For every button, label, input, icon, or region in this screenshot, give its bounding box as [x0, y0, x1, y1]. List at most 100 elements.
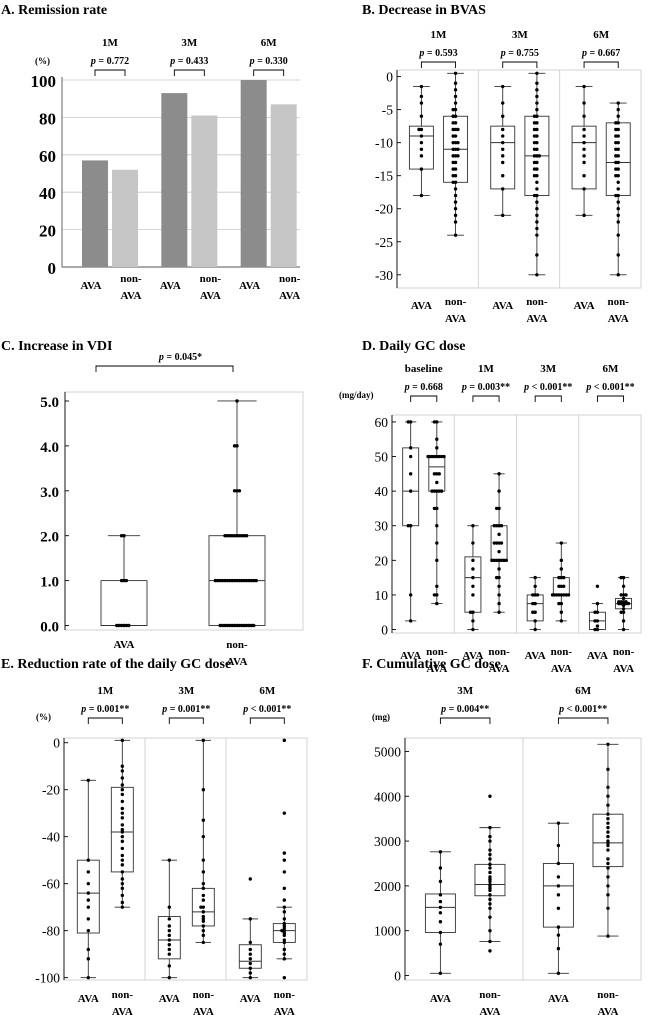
panel-d-box-non-ava-3M-point	[557, 575, 561, 580]
panel-e-box-ava-6M-point	[248, 961, 252, 966]
panel-d-group-label: 1M	[478, 363, 495, 375]
panel-d-box-non-ava-1M-point	[497, 541, 501, 545]
panel-d-box-non-ava-baseline-point	[432, 454, 437, 459]
panel-e-box-non-ava-3M-point	[201, 881, 206, 886]
panel-f-box-non-ava-6M-point	[606, 825, 610, 830]
panel-b-box-non-ava-3M-point	[535, 101, 539, 105]
panel-c-tick-label: 2.0	[40, 530, 59, 546]
panel-b-title: B. Decrease in BVAS	[362, 3, 486, 18]
panel-d-box-non-ava-baseline-point	[435, 584, 439, 588]
panel-e-tick-label: -60	[42, 877, 60, 892]
panel-c-box-non-ava-point	[218, 578, 222, 583]
panel-d-x-label-ava: AVA	[587, 650, 608, 662]
panel-b-box-non-ava-1M-point	[453, 173, 458, 178]
panel-f-box-non-ava-6M-point	[606, 803, 610, 807]
panel-f-box-ava-6M-point	[556, 884, 561, 888]
panel-b-box-non-ava-1M-point	[451, 173, 455, 178]
panel-d-box-ava-6M-point	[595, 627, 600, 632]
panel-c-box-non-ava-point	[232, 444, 237, 448]
panel-e-box-non-ava-1M-point	[120, 839, 125, 844]
panel-b-x-label-ava: AVA	[574, 300, 595, 312]
panel-b-x-label-non-ava-2: AVA	[445, 313, 466, 325]
panel-c-box-non-ava-point	[235, 533, 239, 538]
panel-c-box-ava-point	[124, 578, 129, 583]
panel-d-box-non-ava-3M-point	[557, 593, 561, 597]
panel-d-tick-label: 60	[375, 415, 389, 430]
panel-d-box-non-ava-1M-point	[497, 472, 501, 476]
panel-b-box-non-ava-3M-point	[535, 140, 539, 145]
panel-d-box-ava-1M-point	[471, 558, 475, 563]
panel-b-box-non-ava-3M-point	[535, 81, 539, 85]
panel-b-box-non-ava-3M-point	[535, 273, 539, 277]
panel-b-x-label-ava: AVA	[492, 300, 513, 312]
panel-e-box-ava-6M-point	[248, 957, 252, 961]
panel-d-box-non-ava-3M-point	[550, 593, 555, 597]
panel-c-box-non-ava-point	[213, 578, 218, 583]
panel-c-box-non-ava-point	[244, 533, 249, 538]
panel-b-box-ava-1M-point	[419, 167, 424, 171]
panel-a-group-label: 1M	[102, 37, 119, 49]
panel-f-box-non-ava-6M-point	[606, 875, 610, 879]
panel-d-box-non-ava-6M-point	[621, 610, 626, 614]
panel-f-tick-label: 1000	[374, 924, 401, 939]
panel-b-box-non-ava-3M-point	[532, 167, 537, 171]
panel-e-box-non-ava-6M-point	[282, 924, 287, 928]
panel-e-box-non-ava-1M-point	[120, 881, 125, 886]
panel-d-box-ava-baseline-point	[408, 524, 413, 528]
panel-d-box-non-ava-baseline-point	[430, 454, 434, 459]
panel-d-p-value: p < 0.001**	[585, 382, 634, 393]
panel-b-box-non-ava-6M-point	[614, 173, 618, 178]
panel-d-box-ava-1M-point	[471, 610, 475, 614]
panel-f-box-non-ava-6M-point	[606, 866, 610, 870]
panel-e-x-label-non-ava-1: non-	[274, 989, 296, 1001]
panel-d-tick-label: 30	[375, 519, 389, 534]
panel-e-box-ava-1M-point	[86, 905, 91, 909]
panel-b-p-value: p = 0.755	[500, 48, 539, 59]
panel-e-box-ava-3M-point	[167, 917, 171, 921]
panel-d-box-non-ava-baseline-point	[432, 506, 437, 511]
panel-d-box-ava-1M-point	[471, 627, 475, 632]
panel-b-box-non-ava-3M-point	[532, 193, 537, 198]
panel-a-tick-label: 40	[39, 184, 56, 203]
panel-c-box-non-ava-point	[216, 578, 220, 583]
panel-d-box-non-ava-6M-point	[624, 600, 628, 604]
panel-a-x-label-non-ava-2: AVA	[200, 290, 221, 302]
panel-d-box-non-ava-1M-point	[492, 558, 496, 563]
panel-c-box-ava-point	[122, 533, 126, 538]
panel-b-box-non-ava-6M-point	[616, 160, 620, 165]
panel-e-box-non-ava-6M-point	[282, 938, 287, 942]
panel-d-box-non-ava-1M-point	[499, 558, 504, 563]
panel-c-box-non-ava-point	[232, 578, 237, 583]
panel-b-box-ava-3M-point	[501, 154, 505, 158]
panel-c-box-ava-point	[119, 578, 124, 583]
panel-e-box-non-ava-3M-point	[201, 870, 206, 874]
panel-e-box-non-ava-1M-point	[120, 806, 125, 811]
panel-e-box-non-ava-6M-point	[282, 910, 287, 914]
panel-d-box-ava-1M-point	[471, 584, 475, 588]
panel-b-box-ava-3M-point	[501, 213, 505, 218]
panel-d-box-ava-3M-point	[531, 610, 535, 614]
panel-b-box-non-ava-6M-point	[616, 167, 620, 171]
panel-b-box-ava-1M-point	[417, 127, 421, 132]
panel-d-x-label-ava: AVA	[525, 650, 546, 662]
panel-b-box-ava-6M-point	[582, 140, 586, 145]
panel-d-bracket	[534, 395, 562, 402]
panel-e-box-ava-6M-point	[248, 877, 252, 881]
panel-d-x-label-ava: AVA	[462, 650, 483, 662]
panel-b-box-non-ava-3M-point	[535, 180, 539, 185]
panel-d-title: D. Daily GC dose	[362, 339, 465, 354]
panel-e-p-value: p < 0.001**	[242, 704, 291, 715]
panel-c-box-non-ava-point	[230, 623, 234, 628]
panel-e-box-non-ava-1M-point	[120, 787, 125, 792]
panel-b-box-non-ava-3M-point	[535, 167, 539, 171]
panel-c-box-ava-box	[100, 580, 148, 626]
panel-e-box-ava-6M-point	[248, 971, 252, 975]
panel-b-bracket	[583, 61, 619, 68]
panel-c-box-non-ava-point	[225, 578, 230, 583]
panel-b-x-label-non-ava-1: non-	[526, 296, 548, 308]
panel-e-box-non-ava-1M-point	[120, 853, 125, 858]
panel-b-box-ava-6M-point	[582, 213, 586, 218]
panel-b-box-non-ava-6M-point	[616, 220, 620, 224]
panel-f-box-non-ava-6M-point	[606, 934, 610, 938]
panel-e-box-ava-3M-point	[167, 858, 171, 862]
